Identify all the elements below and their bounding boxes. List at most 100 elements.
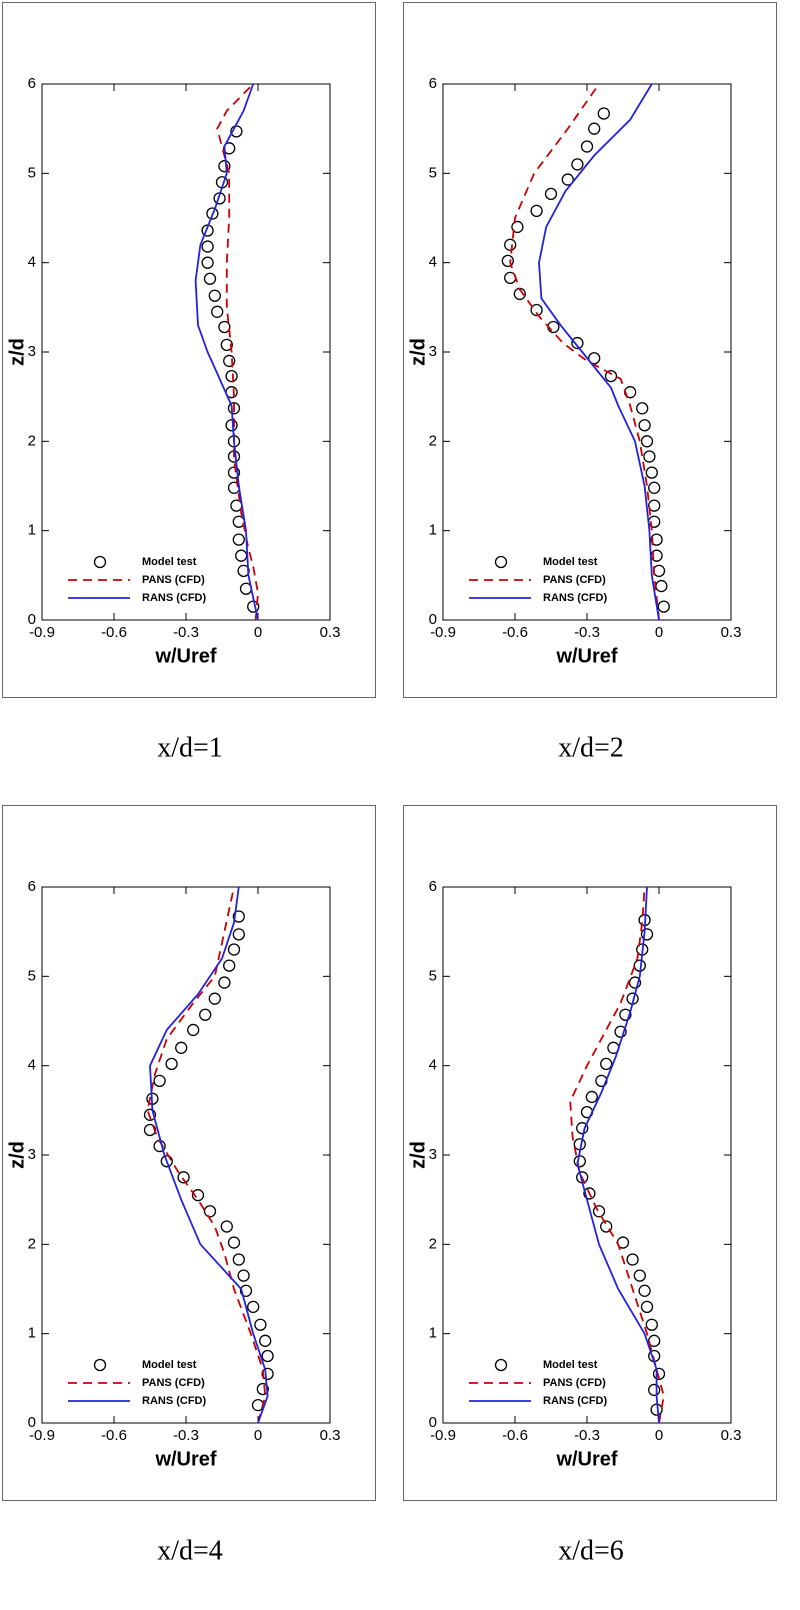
legend-label: Model test (142, 556, 197, 568)
data-point (259, 1334, 272, 1347)
y-tick-label: 6 (429, 75, 437, 92)
legend-marker (93, 1358, 107, 1372)
data-point (203, 1205, 217, 1218)
data-point (501, 254, 514, 268)
x-tick-label: 0.3 (320, 624, 341, 641)
data-point (511, 220, 524, 234)
data-point (561, 173, 574, 186)
x-tick-label: -0.6 (502, 624, 528, 641)
data-point (530, 204, 543, 218)
data-point (232, 928, 245, 941)
data-point (571, 158, 584, 171)
data-point (633, 1269, 646, 1282)
y-tick-label: 3 (28, 1146, 36, 1163)
x-tick-label: 0 (254, 624, 262, 641)
legend-label: Model test (543, 556, 598, 568)
data-point (588, 122, 601, 135)
data-point (199, 1008, 212, 1021)
panel: -0.9 -0.6 -0.3 0 0.3 0 1 2 3 4 5 6 w/Uref z/d x/d=4 Mod… (2, 805, 376, 1566)
x-tick-label: -0.9 (29, 1427, 55, 1444)
data-point (227, 943, 241, 956)
data-point (187, 1023, 200, 1037)
data-point (239, 1284, 253, 1297)
y-tick-label: 1 (28, 522, 36, 539)
y-axis-label: z/d (407, 338, 429, 366)
data-point (628, 976, 642, 989)
legend-label: RANS (CFD) (543, 1395, 607, 1407)
y-tick-label: 0 (28, 1414, 36, 1431)
y-tick-label: 6 (28, 878, 36, 895)
x-tick-label: -0.6 (101, 624, 127, 641)
data-point (626, 1253, 639, 1266)
data-point (208, 992, 221, 1005)
x-tick-label: -0.3 (574, 1427, 600, 1444)
y-axis-label: z/d (6, 338, 28, 366)
y-tick-label: 0 (429, 611, 437, 628)
panel: -0.9 -0.6 -0.3 0 0.3 0 1 2 3 4 5 6 w/Uref z/d x/d=1 Mod… (2, 2, 376, 763)
data-point (530, 303, 543, 317)
data-point (640, 435, 654, 448)
x-tick-label: 0.3 (721, 1427, 742, 1444)
data-point (655, 579, 668, 593)
data-point (261, 1349, 274, 1363)
y-axis-label: z/d (407, 1141, 429, 1169)
data-point (592, 1205, 606, 1218)
data-point (201, 240, 214, 253)
x-axis-label: w/Uref (154, 645, 216, 667)
data-point (251, 1398, 265, 1412)
data-point (604, 369, 618, 383)
x-tick-label: 0 (655, 624, 663, 641)
data-point (218, 160, 231, 173)
y-tick-label: 4 (28, 1057, 36, 1074)
data-point (657, 600, 670, 613)
data-point (648, 1334, 661, 1347)
y-tick-label: 6 (28, 75, 36, 92)
y-tick-label: 6 (429, 878, 437, 895)
y-tick-label: 4 (429, 1057, 437, 1074)
y-tick-label: 0 (28, 611, 36, 628)
y-axis-label: z/d (6, 1141, 28, 1169)
data-point (648, 1383, 661, 1397)
profile-line (146, 886, 267, 1424)
x-tick-label: -0.6 (101, 1427, 127, 1444)
x-axis-label: w/Uref (555, 1448, 617, 1470)
y-tick-label: 5 (429, 164, 437, 181)
data-point (600, 1220, 613, 1233)
profile-line (194, 83, 259, 621)
panel-frame (403, 2, 777, 698)
data-point (237, 1269, 250, 1282)
y-tick-label: 3 (28, 343, 36, 360)
data-point (261, 1367, 274, 1381)
x-tick-label: -0.9 (29, 624, 55, 641)
data-point (247, 1300, 260, 1314)
x-tick-label: 0 (254, 1427, 262, 1444)
data-point (576, 1122, 589, 1135)
data-point (232, 515, 245, 528)
legend-label: PANS (CFD) (543, 574, 606, 586)
x-tick-label: 0 (655, 1427, 663, 1444)
data-point (636, 402, 649, 415)
y-tick-label: 2 (429, 1235, 437, 1252)
profile-line (216, 83, 259, 621)
legend-label: RANS (CFD) (142, 592, 206, 604)
y-tick-label: 1 (28, 1325, 36, 1342)
y-tick-label: 2 (28, 432, 36, 449)
x-tick-label: -0.3 (574, 624, 600, 641)
x-tick-label: -0.9 (430, 624, 456, 641)
y-tick-label: 5 (28, 164, 36, 181)
data-point (165, 1057, 178, 1071)
data-point (223, 354, 236, 368)
plot-frame (442, 886, 732, 1424)
x-tick-label: -0.3 (173, 1427, 199, 1444)
legend-label: Model test (543, 1359, 598, 1371)
plot-frame (442, 83, 732, 621)
legend-marker (494, 1358, 508, 1372)
caption: x/d=1 (157, 732, 223, 763)
caption: x/d=6 (558, 1535, 624, 1566)
data-point (225, 369, 238, 383)
y-tick-label: 1 (429, 1325, 437, 1342)
profile-line (509, 83, 660, 621)
data-point (585, 1090, 598, 1104)
y-tick-label: 3 (429, 1146, 437, 1163)
